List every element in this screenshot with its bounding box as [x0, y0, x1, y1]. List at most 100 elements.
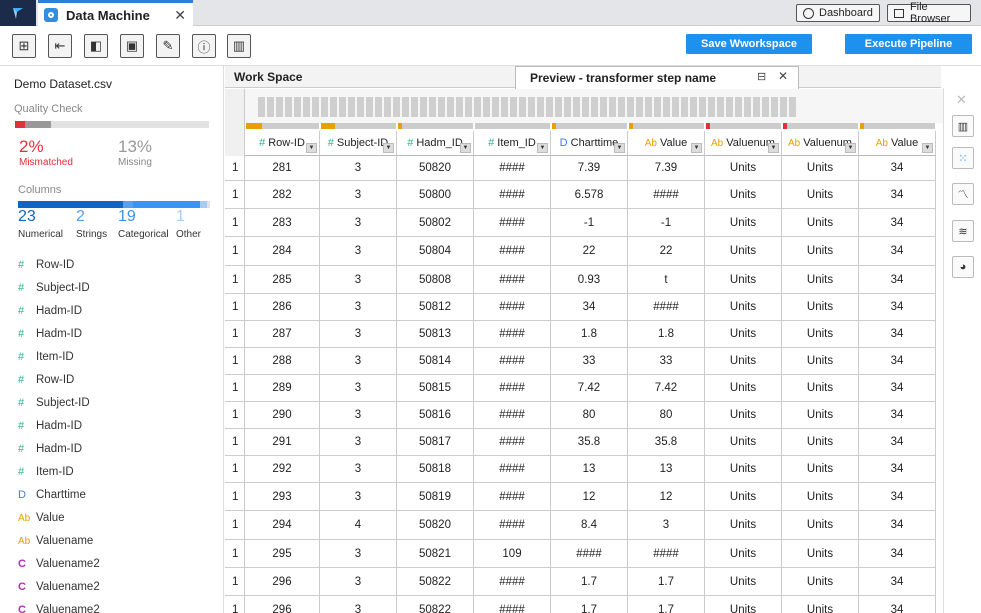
table-cell[interactable]: 34	[859, 568, 936, 596]
column-header[interactable]: # Item_ID ▼	[474, 131, 551, 156]
table-cell[interactable]: 1.8	[628, 321, 705, 348]
column-header[interactable]: # Subject-ID ▼	[320, 131, 397, 156]
table-cell[interactable]: ####	[474, 483, 551, 511]
table-cell[interactable]: 286	[245, 294, 320, 321]
table-cell[interactable]: 50812	[397, 294, 474, 321]
table-cell[interactable]: 50808	[397, 266, 474, 294]
table-cell[interactable]: 3	[320, 156, 397, 181]
table-cell[interactable]: Units	[705, 375, 782, 402]
file-browser-button[interactable]: File Browser	[887, 1, 971, 25]
row-number[interactable]: 1	[225, 483, 245, 511]
row-number[interactable]: 1	[225, 540, 245, 568]
column-item[interactable]: Ab Value	[18, 510, 65, 526]
table-cell[interactable]: t	[628, 266, 705, 294]
column-header[interactable]: D Charttime ▼	[551, 131, 628, 156]
table-cell[interactable]: 3	[320, 266, 397, 294]
table-cell[interactable]: ####	[474, 402, 551, 429]
table-cell[interactable]: Units	[705, 209, 782, 237]
table-cell[interactable]: 4	[320, 511, 397, 540]
table-cell[interactable]: 6.578	[551, 181, 628, 209]
table-cell[interactable]: 3	[320, 456, 397, 483]
row-number[interactable]: 1	[225, 456, 245, 483]
table-cell[interactable]: 1.7	[551, 596, 628, 613]
row-number[interactable]: 1	[225, 429, 245, 456]
import-icon[interactable]: ⇤	[48, 34, 72, 58]
header-dropdown-icon[interactable]: ▼	[691, 143, 702, 153]
table-cell[interactable]: ####	[474, 568, 551, 596]
table-cell[interactable]: ####	[628, 294, 705, 321]
table-cell[interactable]: Units	[705, 294, 782, 321]
header-dropdown-icon[interactable]: ▼	[460, 143, 471, 153]
row-number[interactable]: 1	[225, 596, 245, 613]
scatter-icon[interactable]: ⁙	[952, 147, 974, 169]
column-item[interactable]: Ab Valuename	[18, 533, 93, 549]
table-cell[interactable]: Units	[782, 181, 859, 209]
table-cell[interactable]: 12	[628, 483, 705, 511]
close-tab-icon[interactable]: ✕	[174, 7, 186, 23]
table-cell[interactable]: ####	[474, 596, 551, 613]
table-cell[interactable]: 50819	[397, 483, 474, 511]
table-cell[interactable]: 35.8	[628, 429, 705, 456]
table-cell[interactable]: 293	[245, 483, 320, 511]
column-item[interactable]: D Charttime	[18, 487, 86, 503]
column-header[interactable]: Ab Value ▼	[859, 131, 936, 156]
table-cell[interactable]: Units	[705, 181, 782, 209]
table-cell[interactable]: 7.39	[551, 156, 628, 181]
table-cell[interactable]: 34	[859, 540, 936, 568]
table-cell[interactable]: Units	[782, 237, 859, 266]
table-cell[interactable]: 3	[320, 429, 397, 456]
table-cell[interactable]: Units	[782, 375, 859, 402]
table-cell[interactable]: Units	[782, 540, 859, 568]
table-cell[interactable]: ####	[628, 540, 705, 568]
table-cell[interactable]: -1	[551, 209, 628, 237]
table-cell[interactable]: 3	[320, 596, 397, 613]
column-item[interactable]: # Hadm-ID	[18, 303, 82, 319]
column-item[interactable]: # Hadm-ID	[18, 418, 82, 434]
table-cell[interactable]: ####	[628, 181, 705, 209]
header-dropdown-icon[interactable]: ▼	[768, 143, 779, 153]
table-cell[interactable]: Units	[705, 511, 782, 540]
table-cell[interactable]: 291	[245, 429, 320, 456]
execute-pipeline-button[interactable]: Execute Pipeline	[845, 34, 972, 54]
table-cell[interactable]: 284	[245, 237, 320, 266]
table-cell[interactable]: Units	[782, 348, 859, 375]
table-cell[interactable]: 34	[859, 266, 936, 294]
column-item[interactable]: # Item-ID	[18, 464, 74, 480]
table-cell[interactable]: 288	[245, 348, 320, 375]
table-cell[interactable]: 34	[859, 209, 936, 237]
table-cell[interactable]: Units	[705, 568, 782, 596]
table-cell[interactable]: 34	[859, 402, 936, 429]
table-cell[interactable]: ####	[474, 375, 551, 402]
table-cell[interactable]: 296	[245, 596, 320, 613]
table-cell[interactable]: Units	[705, 456, 782, 483]
table-cell[interactable]: 50802	[397, 209, 474, 237]
column-item[interactable]: # Hadm-ID	[18, 326, 82, 342]
table-cell[interactable]: Units	[705, 321, 782, 348]
bar-chart-icon[interactable]: ▥	[227, 34, 251, 58]
table-cell[interactable]: Units	[782, 596, 859, 613]
table-cell[interactable]: 34	[859, 181, 936, 209]
table-cell[interactable]: Units	[705, 156, 782, 181]
table-cell[interactable]: Units	[782, 209, 859, 237]
table-cell[interactable]: ####	[474, 237, 551, 266]
table-cell[interactable]: ####	[551, 540, 628, 568]
table-cell[interactable]: Units	[705, 596, 782, 613]
table-cell[interactable]: 50814	[397, 348, 474, 375]
table-cell[interactable]: 287	[245, 321, 320, 348]
header-dropdown-icon[interactable]: ▼	[383, 143, 394, 153]
table-cell[interactable]: 8.4	[551, 511, 628, 540]
table-cell[interactable]: 34	[551, 294, 628, 321]
layout-icon[interactable]: ◧	[84, 34, 108, 58]
table-cell[interactable]: Units	[705, 540, 782, 568]
row-number[interactable]: 1	[225, 237, 245, 266]
table-cell[interactable]: 1.8	[551, 321, 628, 348]
table-cell[interactable]: 50818	[397, 456, 474, 483]
table-cell[interactable]: 50820	[397, 511, 474, 540]
filter-icon[interactable]: ≋	[952, 220, 974, 242]
table-cell[interactable]: 35.8	[551, 429, 628, 456]
table-cell[interactable]: Units	[782, 321, 859, 348]
close-panel-icon[interactable]: ✕	[956, 92, 967, 107]
table-cell[interactable]: Units	[782, 568, 859, 596]
table-cell[interactable]: 3	[320, 348, 397, 375]
dashboard-button[interactable]: Dashboard	[796, 4, 880, 22]
